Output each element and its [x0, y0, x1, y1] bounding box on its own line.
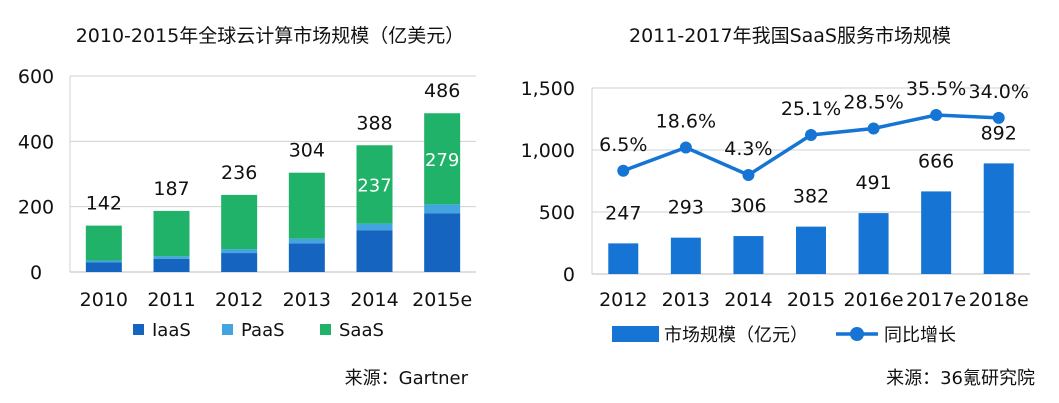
- left-legend-swatch-paas: [222, 324, 233, 335]
- right-xtick-label: 2017e: [906, 289, 966, 311]
- left-bar-iaas: [85, 262, 122, 272]
- right-ytick-label: 500: [539, 202, 575, 224]
- left-ytick-label: 600: [18, 66, 54, 88]
- left-bar-iaas: [153, 258, 190, 272]
- right-growth-label: 28.5%: [843, 91, 903, 113]
- left-ytick-label: 400: [18, 131, 54, 153]
- left-inside-label: 237: [357, 175, 391, 196]
- left-total-label: 236: [221, 162, 257, 184]
- right-growth-label: 4.3%: [724, 138, 772, 160]
- left-xtick-label: 2011: [147, 289, 195, 311]
- right-bar-market: [921, 191, 952, 274]
- right-ytick-label: 0: [563, 264, 575, 286]
- right-ytick-label: 1,000: [521, 140, 575, 162]
- left-total-label: 187: [153, 178, 189, 200]
- right-bar-label: 382: [793, 186, 829, 208]
- left-total-label: 486: [424, 80, 460, 102]
- left-total-label: 142: [86, 193, 122, 215]
- left-chart-title: 2010-2015年全球云计算市场规模（亿美元）: [76, 25, 465, 47]
- right-bar-market: [670, 237, 701, 274]
- left-xtick-label: 2013: [283, 289, 331, 311]
- left-xtick-label: 2015e: [412, 289, 472, 311]
- right-xtick-label: 2018e: [969, 289, 1029, 311]
- right-xtick-label: 2014: [724, 289, 772, 311]
- right-growth-point: [617, 164, 630, 177]
- left-bar-paas: [424, 204, 461, 214]
- right-bar-label: 491: [855, 172, 891, 194]
- right-bar-label: 306: [730, 195, 766, 217]
- right-xtick-label: 2016e: [844, 289, 904, 311]
- left-legend-label: SaaS: [339, 320, 384, 341]
- right-bar-label: 247: [605, 202, 641, 224]
- left-bar-saas: [153, 210, 190, 257]
- right-ytick-label: 1,500: [521, 78, 575, 100]
- right-bar-market: [983, 163, 1014, 274]
- left-bar-paas: [85, 260, 122, 263]
- left-ytick-label: 200: [18, 197, 54, 219]
- left-xtick-label: 2014: [350, 289, 398, 311]
- left-bar-paas: [288, 238, 325, 244]
- right-xtick-label: 2012: [599, 289, 647, 311]
- right-growth-point: [992, 111, 1005, 124]
- left-bar-iaas: [288, 243, 325, 272]
- right-growth-point: [930, 109, 943, 121]
- left-bar-paas: [153, 256, 190, 259]
- right-bar-market: [733, 236, 764, 274]
- right-legend-swatch-market: [612, 326, 659, 342]
- left-bar-iaas: [424, 213, 461, 272]
- left-bar-paas: [356, 223, 393, 231]
- left-legend-swatch-saas: [320, 324, 331, 335]
- right-growth-label: 35.5%: [906, 78, 966, 100]
- left-bar-paas: [221, 249, 258, 254]
- left-bar-saas: [85, 225, 122, 261]
- right-legend-label-market: 市场规模（亿元）: [664, 325, 808, 346]
- right-growth-label: 18.6%: [656, 111, 716, 133]
- left-bar-saas: [356, 145, 393, 224]
- right-growth-point: [867, 122, 880, 135]
- right-growth-label: 6.5%: [599, 134, 647, 156]
- left-legend-label: IaaS: [152, 320, 191, 341]
- left-legend-swatch-iaas: [133, 324, 144, 335]
- left-bar-iaas: [356, 230, 393, 272]
- left-legend-label: PaaS: [241, 320, 285, 341]
- left-total-label: 388: [356, 112, 392, 134]
- left-ytick-label: 0: [30, 262, 42, 284]
- right-growth-point: [679, 141, 692, 154]
- right-legend-label-growth: 同比增长: [884, 325, 956, 346]
- right-growth-label: 34.0%: [969, 81, 1029, 103]
- right-growth-label: 25.1%: [781, 98, 841, 120]
- right-bar-market: [858, 213, 889, 274]
- left-xtick-label: 2010: [80, 289, 128, 311]
- right-legend-swatch-marker: [850, 327, 864, 341]
- right-growth-point: [742, 169, 755, 181]
- right-chart-source: 来源：36氪研究院: [886, 368, 1035, 389]
- left-chart-source: 来源：Gartner: [345, 368, 469, 389]
- right-bar-market: [608, 243, 639, 274]
- right-bar-label: 666: [918, 150, 954, 172]
- right-xtick-label: 2015: [787, 289, 835, 311]
- left-bar-saas: [288, 172, 325, 239]
- right-bar-label: 892: [981, 122, 1017, 144]
- left-bar-saas: [424, 113, 461, 205]
- left-bar-saas: [221, 194, 258, 250]
- right-growth-point: [805, 129, 817, 141]
- left-inside-label: 279: [425, 150, 459, 171]
- right-xtick-label: 2013: [662, 289, 710, 311]
- right-bar-market: [796, 226, 826, 274]
- left-total-label: 304: [289, 140, 325, 162]
- right-chart-title: 2011-2017年我国SaaS服务市场规模: [629, 25, 951, 47]
- right-bar-label: 293: [668, 197, 704, 219]
- left-xtick-label: 2012: [215, 289, 263, 311]
- left-bar-iaas: [221, 253, 258, 272]
